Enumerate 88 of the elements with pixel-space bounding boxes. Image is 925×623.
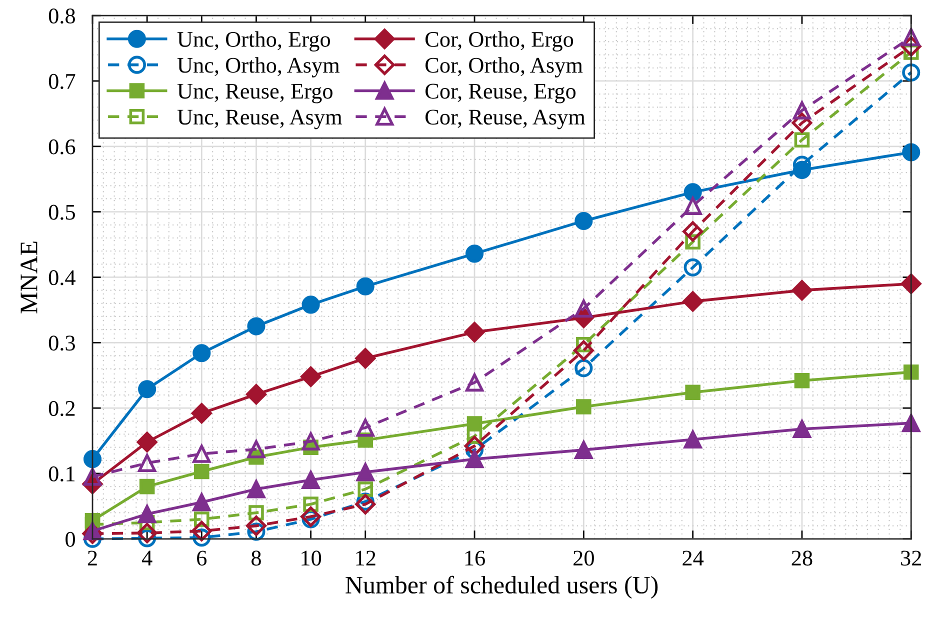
point <box>465 450 484 468</box>
point <box>684 430 702 448</box>
point <box>682 221 704 242</box>
y-tick-label: 0.8 <box>48 8 75 24</box>
point <box>684 196 702 215</box>
y-tick-label: 0 <box>66 532 75 547</box>
point <box>358 482 374 497</box>
point <box>192 493 211 512</box>
point <box>139 478 155 494</box>
y-tick-label: 0.4 <box>48 270 76 286</box>
point <box>247 480 266 498</box>
point <box>792 420 812 438</box>
point <box>246 384 266 405</box>
point <box>191 403 212 424</box>
point <box>903 364 919 380</box>
point <box>247 317 266 336</box>
point <box>794 372 810 388</box>
x-tick-label: 4 <box>142 550 152 566</box>
legend-label: Unc, Reuse, Asym <box>177 110 342 130</box>
point <box>300 506 322 527</box>
point <box>574 359 593 378</box>
y-tick-label: 0.1 <box>48 466 74 482</box>
y-tick-label: 0.5 <box>48 204 75 220</box>
x-tick-label: 8 <box>252 550 261 566</box>
point <box>794 132 810 148</box>
point <box>464 322 485 342</box>
point <box>900 274 922 294</box>
legend-label: Cor, Ortho, Ergo <box>426 31 574 52</box>
y-tick-label: 0.3 <box>48 336 75 351</box>
point <box>83 468 102 486</box>
x-tick-label: 2 <box>88 550 97 566</box>
x-tick-label: 28 <box>792 550 812 566</box>
legend-label: Cor, Reuse, Ergo <box>426 84 576 104</box>
point <box>136 522 158 544</box>
point <box>194 464 210 480</box>
point <box>138 505 156 524</box>
point <box>356 463 374 482</box>
point <box>684 183 702 202</box>
point <box>464 436 485 456</box>
x-tick-label: 12 <box>356 550 376 566</box>
point <box>300 366 322 387</box>
point <box>902 143 920 162</box>
y-axis-title: MNAE <box>20 242 38 314</box>
point <box>355 348 376 369</box>
point <box>902 63 920 82</box>
point <box>576 399 592 414</box>
point <box>83 522 102 540</box>
point <box>247 440 266 458</box>
x-tick-label: 16 <box>465 550 485 566</box>
point <box>792 280 812 301</box>
point <box>302 432 320 450</box>
legend-label: Cor, Reuse, Asym <box>426 110 586 130</box>
point <box>356 277 374 296</box>
y-tick-label: 0.2 <box>48 400 75 416</box>
point <box>83 450 102 468</box>
point <box>136 432 158 452</box>
point <box>246 516 266 536</box>
point <box>355 494 376 514</box>
x-tick-label: 24 <box>682 550 704 566</box>
legend-label: Unc, Ortho, Ergo <box>177 31 330 52</box>
point <box>465 244 484 263</box>
point <box>302 296 320 314</box>
point <box>573 340 594 361</box>
legend-label: Cor, Ortho, Asym <box>426 57 583 78</box>
point <box>792 101 812 120</box>
x-tick-label: 32 <box>901 550 922 566</box>
legend-label: Unc, Reuse, Ergo <box>177 84 332 104</box>
point <box>192 344 211 362</box>
x-tick-label: 10 <box>302 550 322 566</box>
point <box>574 212 593 230</box>
x-tick-label: 20 <box>574 550 594 566</box>
point <box>682 291 704 312</box>
x-axis-title: Number of scheduled users (U) <box>346 576 658 599</box>
point <box>191 520 212 542</box>
y-tick-label: 0.7 <box>48 74 76 90</box>
point <box>138 380 156 398</box>
point <box>302 470 320 490</box>
point <box>192 444 211 463</box>
point <box>574 440 593 459</box>
y-tick-label: 0.6 <box>48 139 76 154</box>
point <box>902 414 920 432</box>
point <box>356 418 374 437</box>
legend-label: Unc, Ortho, Asym <box>177 57 340 78</box>
point <box>465 374 484 392</box>
point <box>684 258 702 276</box>
point <box>138 454 156 472</box>
point <box>685 384 700 400</box>
x-tick-label: 6 <box>197 550 207 566</box>
